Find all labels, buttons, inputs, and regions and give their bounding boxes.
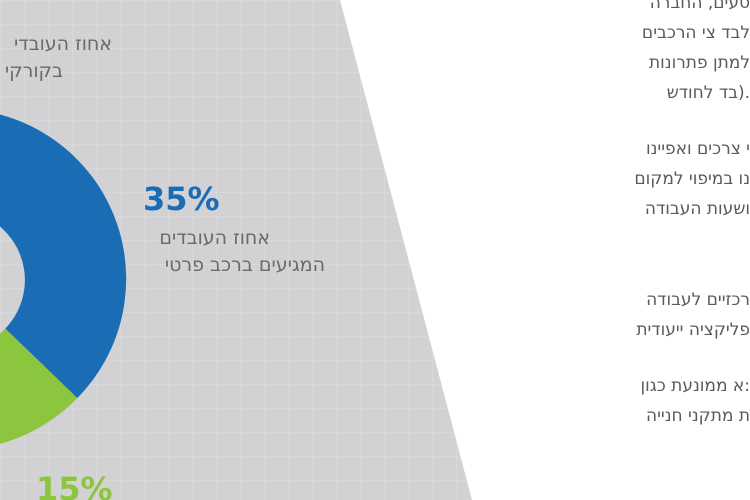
percent-label: 35%	[143, 180, 220, 218]
segment-label: אחוז העובדים	[159, 227, 270, 249]
paragraph-line: פליקציה ייעודית	[636, 320, 750, 340]
paragraph-line: ת מתקני חנייה	[646, 406, 750, 426]
text-column: סעים, החברה לבד צי הרכבים למתן פתרונות בד ל…	[634, 0, 750, 426]
top-label: בקורקי	[5, 60, 63, 82]
paragraph-line: למתן פתרונות	[649, 53, 750, 73]
paragraph-line: י צרכים ואפיינו	[646, 139, 750, 159]
donut-segment-green	[0, 328, 78, 450]
donut	[0, 108, 127, 450]
paragraph-line: א ממונעת כגון:	[640, 376, 750, 396]
paragraph-line: נו במיפוי למקום	[634, 169, 750, 189]
paragraph-line: רכזיים לעבודה	[646, 290, 750, 310]
paragraph-line: סעים, החברה	[650, 0, 750, 13]
labels: אחוז העובדי בקורקי 35% אחוז העובדים המגי…	[5, 33, 325, 500]
percent-label: 15%	[36, 470, 113, 500]
donut-segment-blue	[0, 108, 127, 399]
gray-panel	[0, 0, 472, 500]
paragraph-line: בד לחודש).	[667, 83, 750, 103]
paragraph-line: ושעות העבודה	[645, 199, 750, 219]
segment-label: המגיעים ברכב פרטי	[165, 254, 325, 276]
top-label: אחוז העובדי	[14, 33, 112, 55]
paragraph-line: לבד צי הרכבים	[642, 23, 750, 43]
